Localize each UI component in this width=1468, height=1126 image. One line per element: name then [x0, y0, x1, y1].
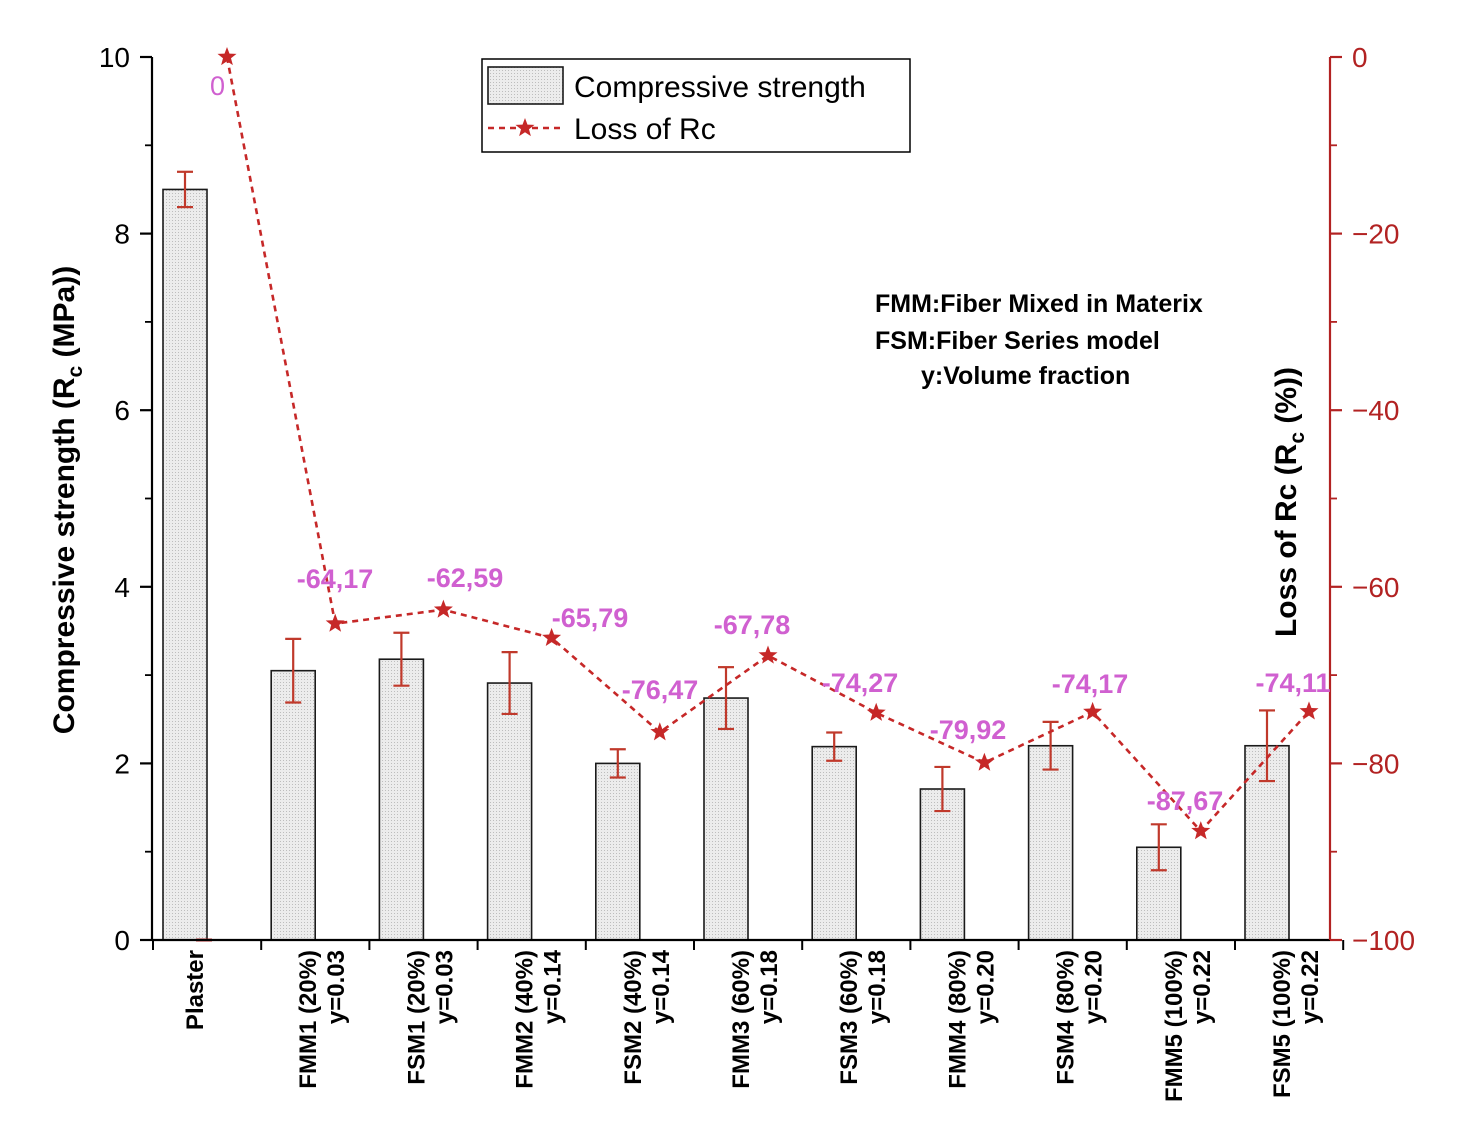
error-bar-9 — [1042, 720, 1059, 771]
bar-6 — [703, 697, 749, 941]
right-axis-title: Loss of Rc (Rc (%)) — [1270, 367, 1309, 637]
loss-value-label-5: -76,47 — [622, 675, 699, 705]
volume-fraction-label-9: y=0.20 — [1081, 950, 1108, 1024]
loss-marker-5 — [650, 722, 670, 741]
volume-fraction-label-11: y=0.22 — [1297, 950, 1324, 1024]
right-tick-label: −100 — [1352, 925, 1415, 956]
loss-value-label-8: -79,92 — [930, 715, 1007, 745]
loss-marker-10 — [1191, 821, 1211, 840]
category-label-11: FSM5 (100%) — [1269, 950, 1296, 1098]
notes: FMM:Fiber Mixed in Materix FSM:Fiber Seri… — [875, 290, 1203, 390]
loss-marker-4 — [542, 627, 562, 647]
bar-3 — [378, 658, 425, 941]
loss-value-label-7: -74,27 — [822, 668, 899, 698]
category-label-3: FSM1 (20%) — [403, 950, 430, 1085]
loss-value-label-10: -87,67 — [1147, 786, 1224, 816]
right-tick-label: 0 — [1352, 42, 1368, 73]
category-label-2: FMM1 (20%) — [295, 950, 322, 1089]
error-bar-6 — [718, 666, 734, 731]
bar-1 — [162, 188, 208, 941]
bar-5 — [594, 762, 641, 941]
bar-2 — [270, 669, 317, 941]
volume-fraction-label-2: y=0.03 — [323, 950, 350, 1024]
note-2: FSM:Fiber Series model — [875, 327, 1160, 355]
error-bar-7 — [826, 731, 843, 762]
loss-value-label-1: 0 — [210, 71, 225, 101]
volume-fraction-label-3: y=0.03 — [431, 950, 458, 1024]
volume-fraction-label-6: y=0.18 — [756, 950, 783, 1024]
loss-marker-8 — [974, 752, 994, 771]
error-bar-2 — [285, 637, 302, 704]
note-3: y:Volume fraction — [921, 362, 1130, 390]
right-tick-label: −60 — [1352, 572, 1400, 603]
bar-4 — [486, 682, 533, 941]
right-axis-title-part: Loss of Rc (R — [1270, 443, 1303, 637]
loss-value-label-4: -65,79 — [552, 603, 629, 633]
left-tick-label-10: 10 — [99, 42, 130, 73]
loss-line — [225, 56, 1310, 834]
category-label-8: FMM4 (80%) — [944, 950, 971, 1089]
bars-layer — [162, 170, 1290, 941]
right-tick-label: −80 — [1352, 748, 1400, 779]
left-tick-label-4: 4 — [114, 572, 130, 603]
legend-star-icon — [515, 118, 535, 137]
volume-fraction-label-4: y=0.14 — [540, 949, 567, 1024]
left-tick-label-6: 6 — [114, 395, 130, 426]
note-1: FMM:Fiber Mixed in Materix — [875, 290, 1203, 318]
error-bar-4 — [501, 651, 518, 716]
category-label-4: FMM2 (40%) — [512, 950, 539, 1089]
loss-marker-9 — [1083, 701, 1103, 721]
category-label-6: FMM3 (60%) — [728, 950, 755, 1089]
right-tick-label: −40 — [1352, 395, 1400, 426]
volume-fraction-label-8: y=0.20 — [972, 950, 999, 1024]
loss-marker-3 — [433, 599, 453, 618]
error-bar-5 — [609, 748, 626, 779]
error-bar-11 — [1259, 709, 1275, 783]
volume-fraction-label-10: y=0.22 — [1189, 950, 1216, 1024]
legend-bar-swatch — [487, 66, 564, 105]
error-bar-10 — [1150, 823, 1167, 872]
loss-marker-11 — [1299, 701, 1319, 720]
volume-fraction-label-7: y=0.18 — [864, 950, 891, 1024]
loss-marker-6 — [758, 645, 778, 664]
left-axis-title-part: Compressive strength (R — [48, 377, 81, 734]
category-label-10: FMM5 (100%) — [1161, 950, 1188, 1102]
right-tick-label: −20 — [1352, 219, 1400, 250]
loss-value-label-3: -62,59 — [427, 563, 504, 593]
bar-9 — [1027, 744, 1074, 941]
axes-layer: 0 2 4 6 8 10 −100 −80 −60 −40 −20 0 Plaster FMM1 (20%… — [48, 42, 1415, 1102]
loss-marker-2 — [325, 613, 345, 632]
category-label-1: Plaster — [182, 950, 209, 1030]
loss-marker-7 — [866, 702, 886, 721]
legend-label-line: Loss of Rc — [574, 113, 716, 146]
category-label-9: FSM4 (80%) — [1053, 950, 1080, 1085]
left-axis-title-part: (MPa)) — [48, 266, 81, 366]
left-axis-title-subscript: c — [64, 365, 87, 377]
left-tick-label-8: 8 — [114, 219, 130, 250]
loss-value-label-6: -67,78 — [714, 610, 791, 640]
left-tick-label-2: 2 — [114, 748, 130, 779]
bar-7 — [811, 745, 858, 941]
category-label-7: FSM3 (60%) — [836, 950, 863, 1085]
loss-value-label-9: -74,17 — [1052, 669, 1129, 699]
right-axis-title-subscript: c — [1286, 432, 1309, 444]
volume-fraction-label-5: y=0.14 — [648, 949, 675, 1024]
loss-value-label-2: -64,17 — [297, 564, 374, 594]
loss-marker-1 — [217, 47, 237, 66]
error-bar-3 — [393, 631, 410, 687]
left-tick-label-0: 0 — [114, 925, 130, 956]
loss-value-label-11: -74,11 — [1255, 668, 1330, 698]
legend-label-bars: Compressive strength — [574, 71, 866, 104]
legend: Compressive strength Loss of Rc — [481, 58, 911, 153]
error-bar-1 — [177, 170, 193, 209]
right-axis-title-part: (%)) — [1270, 367, 1303, 432]
labels-layer: 0 -64,17 -62,59 -65,79 -76,47 -67,78 -74,27 -79… — [210, 71, 1331, 816]
left-axis-title: Compressive strength (Rc (MPa)) — [48, 266, 87, 734]
error-bar-8 — [934, 765, 951, 813]
category-label-5: FSM2 (40%) — [620, 950, 647, 1085]
